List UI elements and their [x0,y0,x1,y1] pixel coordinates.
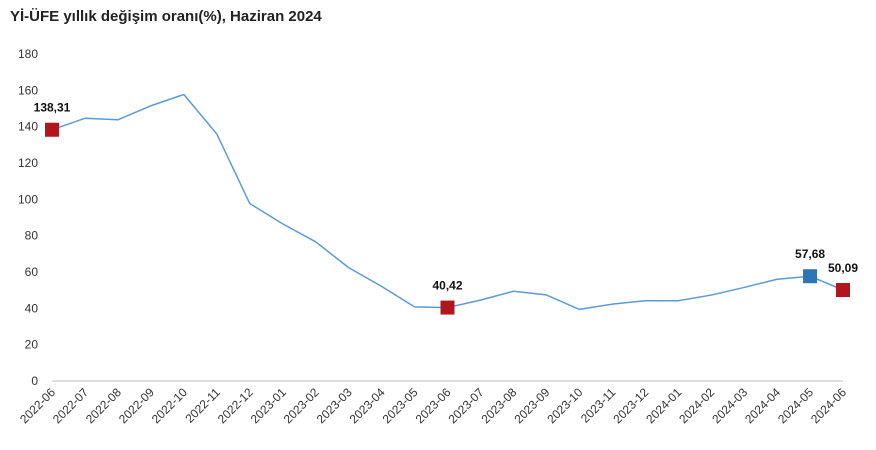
data-label: 50,09 [828,261,858,275]
x-tick-label: 2023-01 [248,385,289,426]
y-tick-label: 120 [18,156,38,170]
x-tick-label: 2023-09 [511,385,552,426]
x-tick-label: 2023-02 [281,385,322,426]
chart-title: Yİ-ÜFE yıllık değişim oranı(%), Haziran … [10,8,322,25]
data-label: 57,68 [795,247,825,261]
y-tick-label: 60 [25,265,39,279]
markers-layer [45,122,850,315]
highlight-marker [836,283,850,298]
x-tick-label: 2022-06 [17,385,58,426]
highlight-marker [803,269,818,284]
x-tick-label: 2022-10 [149,385,190,426]
y-tick-label: 20 [25,338,39,352]
x-tick-label: 2023-08 [478,385,519,426]
y-tick-label: 80 [25,229,39,243]
x-tick-label: 2024-05 [775,385,816,426]
x-tick-label: 2024-04 [742,385,783,426]
data-label: 138,31 [34,101,71,115]
x-tick-label: 2023-05 [380,385,421,426]
y-tick-label: 180 [18,47,38,61]
y-axis: 0 20 40 60 80 100 120 140 160 180 [18,47,38,388]
y-tick-label: 160 [18,83,38,97]
x-tick-label: 2023-06 [413,385,454,426]
x-tick-label: 2023-03 [314,385,355,426]
y-tick-label: 40 [25,301,39,315]
data-label: 40,42 [432,279,462,293]
x-tick-label: 2022-09 [116,385,157,426]
highlight-marker [440,300,455,315]
y-tick-label: 140 [18,120,38,134]
y-tick-label: 100 [18,192,38,206]
x-tick-label: 2024-02 [676,385,717,426]
x-tick-label: 2024-06 [808,385,849,426]
y-tick-label: 0 [31,374,38,388]
highlight-marker [45,122,59,137]
x-tick-label: 2023-10 [544,385,585,426]
x-tick-label: 2024-01 [643,385,684,426]
x-tick-label: 2023-12 [610,385,651,426]
x-tick-label: 2022-07 [50,385,91,426]
x-tick-label: 2024-03 [709,385,750,426]
x-tick-label: 2022-12 [215,385,256,426]
x-tick-label: 2023-07 [446,385,487,426]
x-tick-label: 2023-04 [347,385,388,426]
series-layer [51,93,844,311]
x-tick-label: 2022-08 [83,385,124,426]
series-line [51,93,844,311]
